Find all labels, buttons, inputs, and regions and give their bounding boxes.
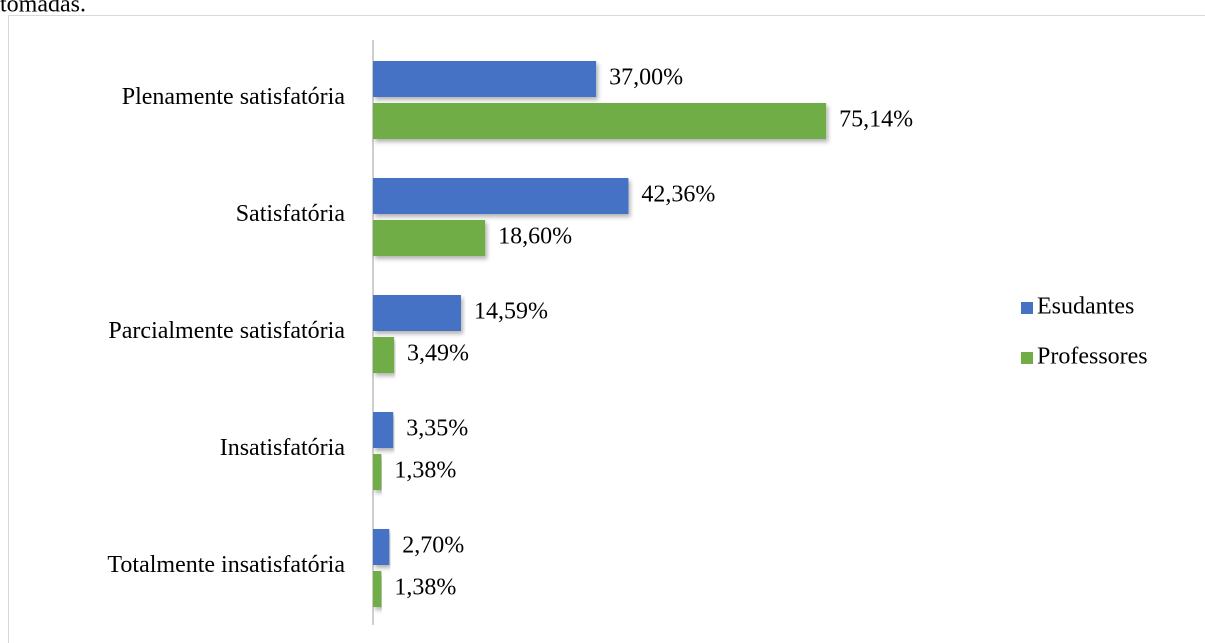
value-label: 1,38% <box>394 575 456 601</box>
preceding-text: tomadas. <box>0 0 86 18</box>
legend-swatch <box>1021 302 1033 314</box>
bar <box>373 412 394 448</box>
bar <box>373 295 461 331</box>
value-label: 3,49% <box>407 341 469 367</box>
bar <box>373 103 827 139</box>
value-label: 37,00% <box>609 65 683 91</box>
category-label: Parcialmente satisfatória <box>108 318 345 344</box>
bar <box>373 178 629 214</box>
category-label: Plenamente satisfatória <box>122 84 346 110</box>
value-label: 3,35% <box>406 416 468 442</box>
bar <box>373 529 390 565</box>
value-label: 14,59% <box>474 299 548 325</box>
bar <box>373 337 395 373</box>
value-label: 42,36% <box>641 182 715 208</box>
category-label: Insatisfatória <box>220 435 346 461</box>
category-label: Satisfatória <box>236 201 346 227</box>
bar <box>373 454 382 490</box>
category-label: Totalmente insatisfatória <box>107 552 345 578</box>
value-label: 1,38% <box>394 458 456 484</box>
bar <box>373 220 486 256</box>
value-label: 2,70% <box>402 533 464 559</box>
legend-label: Professores <box>1037 344 1148 370</box>
legend-label: Esudantes <box>1037 294 1134 320</box>
bar <box>373 571 382 607</box>
legend-swatch <box>1021 352 1033 364</box>
chart-frame <box>8 15 1205 643</box>
bar <box>373 61 597 97</box>
value-label: 18,60% <box>498 224 572 250</box>
value-label: 75,14% <box>839 107 913 133</box>
